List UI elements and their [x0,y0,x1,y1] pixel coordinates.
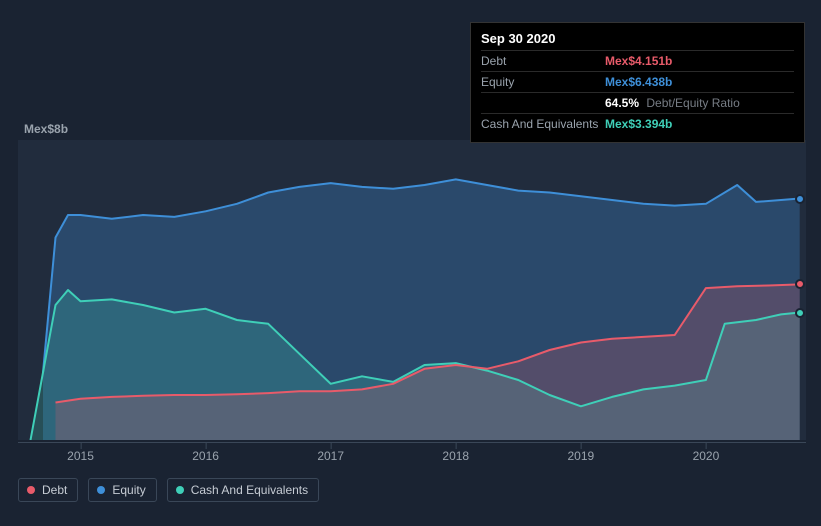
x-tick: 2020 [693,449,720,463]
legend-dot-icon [97,486,105,494]
tooltip-label: Debt [481,53,605,69]
chart-legend: Debt Equity Cash And Equivalents [18,478,319,502]
tooltip-value: Mex$4.151b [605,53,672,69]
x-tick: 2016 [192,449,219,463]
legend-dot-icon [27,486,35,494]
tooltip-row: EquityMex$6.438b [481,71,794,92]
tooltip-value: Mex$3.394b [605,116,672,132]
legend-dot-icon [176,486,184,494]
tooltip-row: DebtMex$4.151b [481,50,794,71]
x-tick: 2017 [317,449,344,463]
tooltip-label [481,95,605,111]
tooltip-label: Cash And Equivalents [481,116,605,132]
x-tick: 2019 [567,449,594,463]
x-tick: 2018 [442,449,469,463]
tooltip-label: Equity [481,74,605,90]
legend-item-equity[interactable]: Equity [88,478,156,502]
legend-label: Equity [112,483,145,497]
tooltip-date: Sep 30 2020 [481,29,794,50]
tooltip-extra: Debt/Equity Ratio [643,96,740,110]
chart-plot-area[interactable] [18,140,806,440]
legend-item-cash[interactable]: Cash And Equivalents [167,478,319,502]
tooltip-value: Mex$6.438b [605,74,672,90]
cash-end-marker [795,308,805,318]
equity-end-marker [795,194,805,204]
legend-label: Cash And Equivalents [191,483,308,497]
legend-item-debt[interactable]: Debt [18,478,78,502]
debt-end-marker [795,279,805,289]
legend-label: Debt [42,483,67,497]
tooltip-row: 64.5% Debt/Equity Ratio [481,92,794,113]
chart-tooltip: Sep 30 2020 DebtMex$4.151bEquityMex$6.43… [470,22,805,143]
tooltip-value: 64.5% Debt/Equity Ratio [605,95,740,111]
tooltip-row: Cash And EquivalentsMex$3.394b [481,113,794,134]
y-axis-label-top: Mex$8b [24,122,68,136]
financial-chart: { "background_color": "#1a2332", "plot_b… [0,0,821,526]
x-tick: 2015 [67,449,94,463]
x-axis: 2015 2016 2017 2018 2019 2020 [18,442,806,466]
